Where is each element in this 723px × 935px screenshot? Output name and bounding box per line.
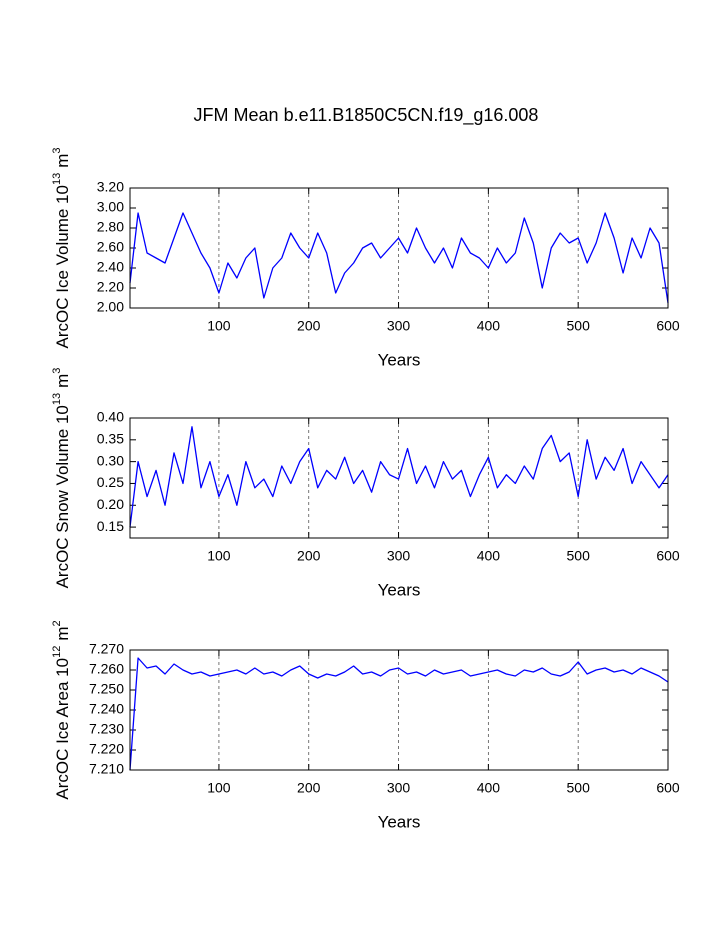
y-tick-label: 7.260: [89, 661, 124, 677]
x-tick-label: 100: [207, 548, 231, 564]
y-tick-label: 0.40: [97, 409, 124, 425]
y-tick-label: 7.220: [89, 741, 124, 757]
y-label-unit: m: [53, 374, 72, 388]
y-tick-label: 2.80: [97, 219, 124, 235]
y-axis-label: ArcOC Ice Area 1012 m2: [51, 620, 73, 799]
x-tick-label: 300: [387, 318, 411, 334]
y-tick-label: 2.20: [97, 279, 124, 295]
x-tick-label: 500: [567, 548, 591, 564]
x-axis-label: Years: [378, 580, 421, 599]
y-label-exponent: 12: [51, 646, 63, 658]
y-tick-label: 3.20: [97, 179, 124, 195]
y-tick-label: 2.00: [97, 299, 124, 315]
y-axis-label: ArcOC Snow Volume 1013 m3: [51, 368, 73, 589]
x-tick-label: 600: [656, 548, 680, 564]
y-label-unit-exponent: 2: [51, 620, 63, 626]
x-axis-label: Years: [378, 350, 421, 369]
x-tick-label: 200: [297, 548, 321, 564]
x-tick-label: 300: [387, 780, 411, 796]
x-tick-label: 200: [297, 318, 321, 334]
y-label-unit-exponent: 3: [51, 368, 63, 374]
figure-title: JFM Mean b.e11.B1850C5CN.f19_g16.008: [194, 105, 539, 126]
y-tick-label: 7.210: [89, 761, 124, 777]
x-tick-label: 400: [477, 548, 501, 564]
y-tick-label: 7.230: [89, 721, 124, 737]
x-tick-label: 600: [656, 318, 680, 334]
x-tick-label: 100: [207, 780, 231, 796]
y-label-text: ArcOC Ice Volume 10: [53, 185, 72, 348]
plot-frame: [129, 417, 669, 539]
plot-frame: [129, 649, 669, 771]
y-label-exponent: 13: [51, 393, 63, 405]
y-tick-label: 0.20: [97, 496, 124, 512]
data-line: [129, 657, 669, 771]
data-line: [129, 426, 669, 528]
y-tick-label: 0.15: [97, 518, 124, 534]
x-tick-label: 100: [207, 318, 231, 334]
y-tick-label: 0.35: [97, 431, 124, 447]
x-tick-label: 500: [567, 318, 591, 334]
x-tick-label: 400: [477, 318, 501, 334]
y-label-unit: m: [53, 626, 72, 640]
data-line: [129, 212, 669, 304]
y-tick-label: 0.25: [97, 474, 124, 490]
plot-frame: [129, 187, 669, 309]
y-tick-label: 2.40: [97, 259, 124, 275]
y-label-text: ArcOC Snow Volume 10: [53, 405, 72, 588]
y-tick-label: 7.240: [89, 701, 124, 717]
y-label-unit-exponent: 3: [51, 147, 63, 153]
x-axis-label: Years: [378, 812, 421, 831]
y-label-exponent: 13: [51, 173, 63, 185]
x-tick-label: 500: [567, 780, 591, 796]
y-axis-label: ArcOC Ice Volume 1013 m3: [51, 147, 73, 348]
x-tick-label: 600: [656, 780, 680, 796]
x-tick-label: 200: [297, 780, 321, 796]
y-label-text: ArcOC Ice Area 10: [53, 658, 72, 800]
x-tick-label: 400: [477, 780, 501, 796]
x-tick-label: 300: [387, 548, 411, 564]
y-tick-label: 0.30: [97, 452, 124, 468]
y-tick-label: 3.00: [97, 199, 124, 215]
y-tick-label: 7.250: [89, 681, 124, 697]
y-tick-label: 2.60: [97, 239, 124, 255]
y-label-unit: m: [53, 154, 72, 168]
y-tick-label: 7.270: [89, 641, 124, 657]
